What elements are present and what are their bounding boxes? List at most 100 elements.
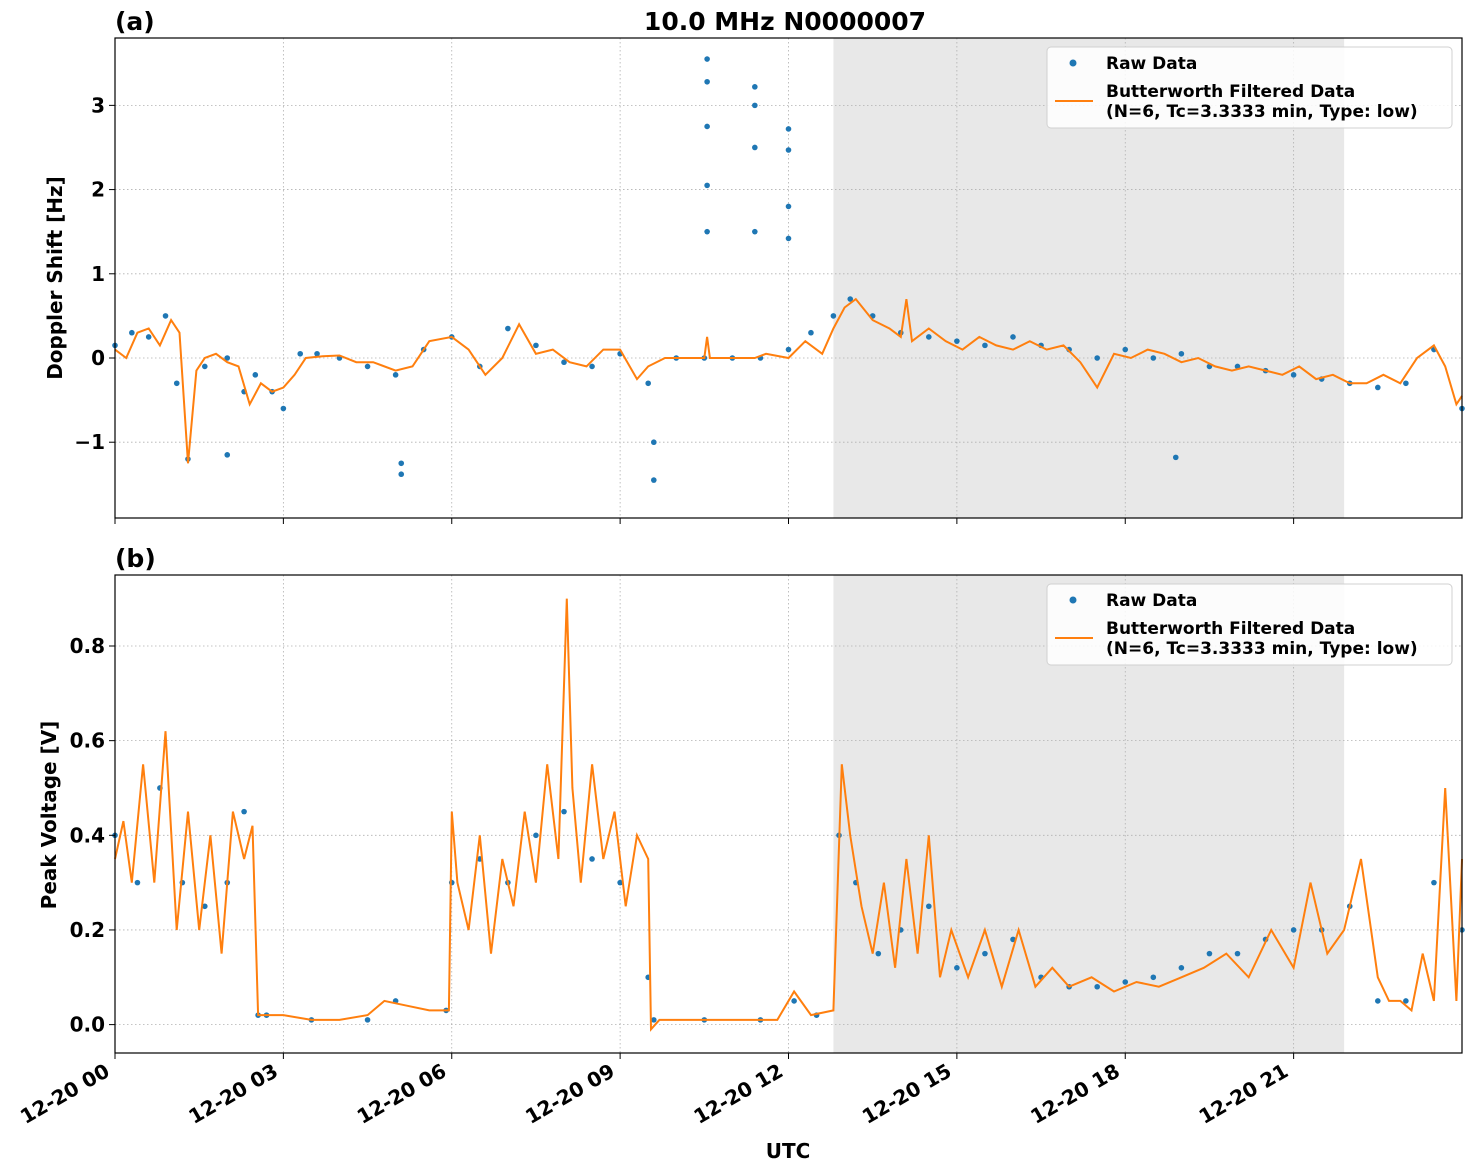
panel-a-raw-point-45 bbox=[1178, 350, 1185, 357]
panel-a-label: (a) bbox=[115, 7, 155, 36]
panel-b-raw-point-30 bbox=[926, 903, 932, 910]
panel-a-raw-point-37 bbox=[954, 338, 960, 344]
panel-b-raw-point-1 bbox=[134, 879, 141, 886]
panel-a-ytick-label-4: 3 bbox=[91, 93, 105, 117]
panel-b-xtick-label-4: 12-20 12 bbox=[689, 1059, 787, 1129]
panel-b-raw-point-48 bbox=[1431, 879, 1437, 886]
panel-b-xtick-label-3: 12-20 09 bbox=[521, 1059, 619, 1129]
panel-b-raw-point-31 bbox=[954, 965, 960, 971]
panel-b-raw-point-38 bbox=[1150, 974, 1157, 981]
panel-b-raw-point-47 bbox=[1403, 998, 1409, 1004]
panel-b-raw-point-24 bbox=[791, 998, 797, 1004]
panel-a-legend-raw-label: Raw Data bbox=[1106, 54, 1197, 74]
panel-a-raw-point-23 bbox=[589, 363, 595, 370]
panel-b-xtick-label-5: 12-20 15 bbox=[858, 1059, 956, 1129]
panel-a-plot bbox=[112, 56, 1465, 483]
panel-a-raw-point-2 bbox=[145, 334, 152, 340]
panel-a-raw-outlier-8 bbox=[752, 228, 758, 235]
panel-b-raw-point-6 bbox=[241, 808, 247, 815]
panel-a-raw-point-52 bbox=[1375, 384, 1381, 391]
panel-b-legend-filtered-label-2: (N=6, Tc=3.3333 min, Type: low) bbox=[1106, 639, 1418, 659]
panel-b-xtick-label-6: 12-20 18 bbox=[1026, 1059, 1124, 1129]
panel-b-raw-point-4 bbox=[202, 903, 208, 910]
panel-b-legend-raw-label: Raw Data bbox=[1106, 591, 1197, 611]
panel-b-plot bbox=[112, 598, 1465, 1032]
panel-a-raw-point-22 bbox=[561, 359, 567, 366]
panel-a-filtered-line bbox=[114, 297, 1463, 464]
panel-a-legend-raw-marker bbox=[1069, 59, 1077, 67]
panel-a-legend: Raw Data Butterworth Filtered Data (N=6,… bbox=[1046, 46, 1453, 129]
panel-b-x-axis: 12-20 00 12-20 03 12-20 06 12-20 09 12-20 12… bbox=[16, 1053, 1295, 1129]
panel-a-raw-point-7 bbox=[224, 355, 231, 361]
panel-a-raw-outlier-0 bbox=[704, 56, 710, 62]
panel-b-raw-point-16 bbox=[533, 832, 539, 839]
panel-b-ytick-label-0: 0.0 bbox=[70, 1013, 105, 1037]
panel-a-legend-box bbox=[1046, 46, 1453, 129]
panel-a-raw-outlier-15 bbox=[398, 471, 405, 478]
panel-a-ytick-label-2: 1 bbox=[91, 262, 105, 286]
panel-a-x-axis bbox=[114, 518, 1295, 524]
panel-b-grid bbox=[114, 575, 1462, 1053]
panel-b-label: (b) bbox=[115, 544, 156, 573]
panel-b-ytick-label-1: 0.2 bbox=[70, 918, 105, 942]
panel-a-raw-point-12 bbox=[297, 350, 304, 357]
figure-title: 10.0 MHz N0000007 bbox=[644, 7, 926, 36]
panel-b-raw-point-37 bbox=[1122, 979, 1129, 985]
panel-b-raw-point-43 bbox=[1290, 927, 1297, 933]
panel-b-raw-point-36 bbox=[1094, 983, 1100, 990]
panel-a-raw-outlier-14 bbox=[398, 460, 405, 467]
panel-a-raw-point-21 bbox=[533, 342, 539, 349]
panel-b-legend: Raw Data Butterworth Filtered Data (N=6,… bbox=[1046, 583, 1453, 666]
panel-b-legend-box bbox=[1046, 583, 1453, 666]
panel-a-raw-outlier-7 bbox=[752, 144, 758, 151]
panel-b-ytick-label-2: 0.4 bbox=[70, 823, 105, 847]
panel-b-xtick-label-2: 12-20 06 bbox=[353, 1059, 451, 1129]
panel-a-legend-filtered-label-2: (N=6, Tc=3.3333 min, Type: low) bbox=[1106, 102, 1418, 122]
panel-b-raw-point-39 bbox=[1178, 965, 1185, 971]
panel-a-raw-point-25 bbox=[645, 380, 651, 387]
panel-a-raw-point-42 bbox=[1094, 355, 1100, 361]
panel-a-raw-point-43 bbox=[1122, 346, 1129, 353]
panel-a-raw-outlier-17 bbox=[651, 439, 657, 446]
panel-a-raw-point-15 bbox=[364, 363, 371, 370]
panel-a-raw-point-16 bbox=[392, 372, 399, 378]
panel-b-raw-point-46 bbox=[1375, 998, 1381, 1004]
panel-b-xtick-label-0: 12-20 00 bbox=[16, 1059, 114, 1129]
panel-b-raw-point-41 bbox=[1234, 950, 1241, 957]
panel-a-raw-outlier-16 bbox=[651, 477, 657, 483]
panel-a-raw-point-4 bbox=[173, 380, 180, 387]
panel-a-raw-point-33 bbox=[847, 296, 854, 302]
panel-a-raw-point-36 bbox=[926, 334, 932, 340]
panel-b-xtick-label-7: 12-20 21 bbox=[1195, 1059, 1293, 1129]
panel-a-raw-point-11 bbox=[280, 405, 287, 412]
panel-b-ytick-label-3: 0.6 bbox=[70, 729, 105, 753]
panel-b-raw-point-19 bbox=[617, 879, 623, 886]
panel-a-raw-point-6 bbox=[202, 363, 208, 370]
panel-a-raw-point-38 bbox=[982, 342, 988, 349]
panel-a-raw-point-9 bbox=[252, 372, 259, 378]
panel-a-raw-outlier-12 bbox=[785, 235, 792, 242]
panel-b-y-axis: 0.0 0.2 0.4 0.6 0.8 bbox=[70, 634, 115, 1037]
panel-a-raw-point-1 bbox=[129, 329, 135, 336]
panel-b-raw-point-21 bbox=[651, 1017, 657, 1023]
panel-a-ytick-label-0: −1 bbox=[74, 430, 105, 454]
panel-b-raw-point-28 bbox=[875, 950, 882, 957]
panel-a-raw-point-39 bbox=[1010, 334, 1016, 340]
panel-b-raw-point-32 bbox=[982, 950, 988, 957]
panel-a-raw-outlier-5 bbox=[752, 84, 758, 90]
panel-a-raw-outlier-13 bbox=[224, 452, 231, 458]
panel-b-legend-raw-marker bbox=[1069, 596, 1077, 604]
panel-a-raw-point-44 bbox=[1150, 355, 1157, 361]
panel-a-raw-point-30 bbox=[785, 346, 792, 353]
panel-b-raw-point-40 bbox=[1206, 950, 1213, 957]
panel-a-raw-outlier-2 bbox=[704, 123, 710, 130]
panel-b-raw-point-18 bbox=[589, 856, 595, 862]
panel-a-raw-point-49 bbox=[1290, 372, 1297, 378]
panel-a-raw-point-53 bbox=[1403, 380, 1409, 387]
panel-b-xtick-label-1: 12-20 03 bbox=[184, 1059, 282, 1129]
panel-b-ytick-label-4: 0.8 bbox=[70, 634, 105, 658]
panel-b-filtered-line bbox=[114, 598, 1463, 1032]
panel-a-y-axis-label: Doppler Shift [Hz] bbox=[43, 176, 67, 380]
panel-a-raw-outlier-10 bbox=[785, 147, 792, 153]
